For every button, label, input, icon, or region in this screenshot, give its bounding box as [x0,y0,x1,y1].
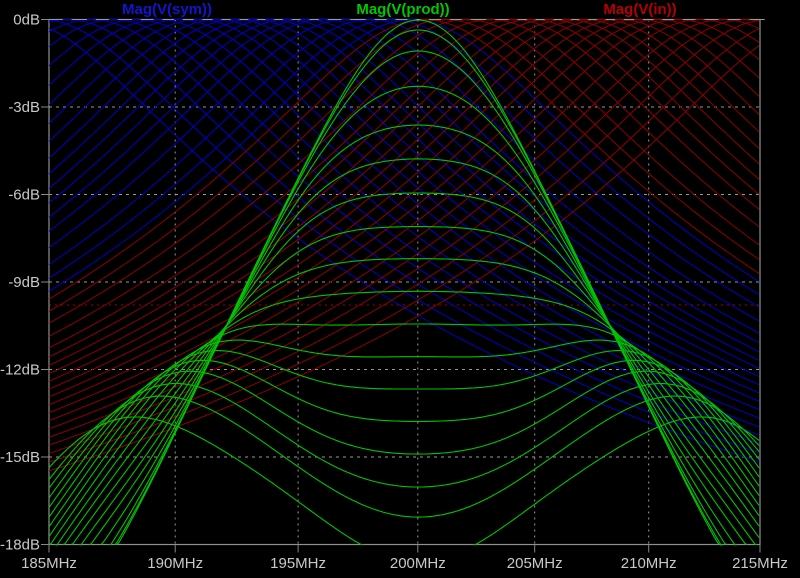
svg-text:210MHz: 210MHz [621,555,677,572]
svg-text:200MHz: 200MHz [390,555,446,572]
svg-text:195MHz: 195MHz [270,555,326,572]
svg-text:185MHz: 185MHz [21,555,77,572]
svg-text:-18dB: -18dB [0,537,40,554]
svg-text:205MHz: 205MHz [507,555,563,572]
svg-text:-15dB: -15dB [0,449,40,466]
svg-text:-3dB: -3dB [8,99,40,116]
svg-text:-9dB: -9dB [8,274,40,291]
svg-text:Mag(V(prod)): Mag(V(prod)) [356,1,449,18]
svg-text:-12dB: -12dB [0,362,40,379]
svg-text:Mag(V(sym)): Mag(V(sym)) [122,1,212,18]
svg-text:Mag(V(in)): Mag(V(in)) [603,1,676,18]
svg-text:-6dB: -6dB [8,187,40,204]
svg-text:215MHz: 215MHz [732,555,788,572]
svg-text:190MHz: 190MHz [147,555,203,572]
svg-text:0dB: 0dB [13,12,40,29]
